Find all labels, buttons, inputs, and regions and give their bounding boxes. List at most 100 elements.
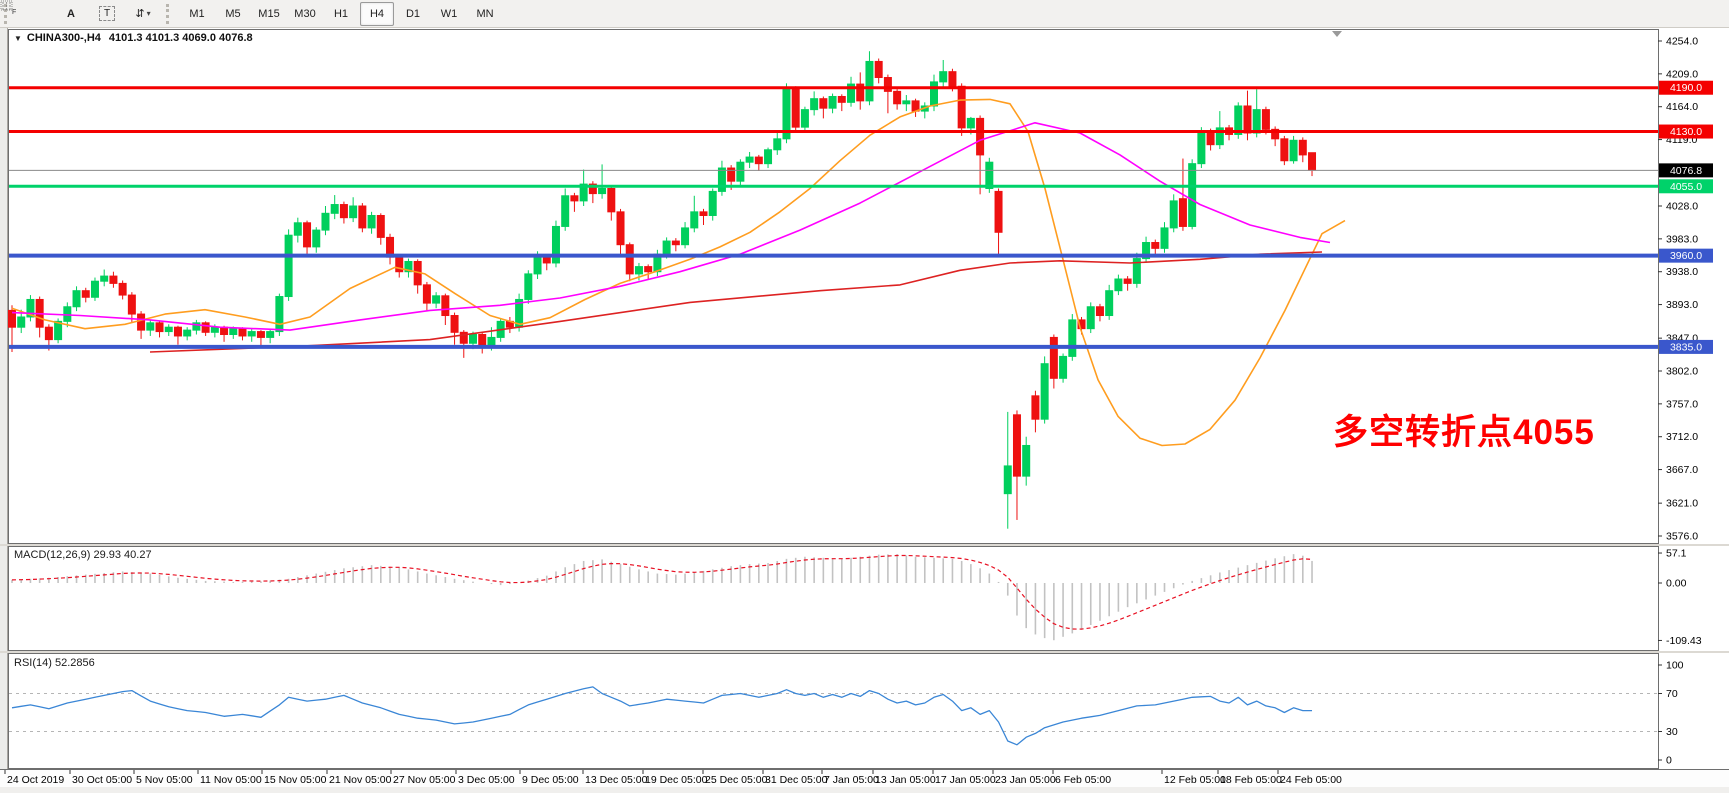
candle-body	[533, 256, 542, 275]
panel-splitter[interactable]	[0, 544, 1729, 546]
candle-body	[1022, 444, 1031, 477]
candle-body	[708, 190, 717, 216]
candle-body	[155, 322, 164, 333]
candle-body	[173, 326, 182, 337]
candle-body	[1031, 395, 1040, 420]
candle-body	[625, 244, 634, 275]
candle-body	[137, 313, 146, 331]
timeframe-mn[interactable]: MN	[476, 7, 494, 20]
candle-body	[44, 326, 53, 341]
candle-body	[238, 328, 247, 337]
price-tag-4190.0: 4190.0	[1659, 80, 1713, 95]
timeframe-m5[interactable]: M5	[225, 7, 241, 20]
date-tick-label: 15 Nov 05:00	[264, 774, 327, 786]
rsi-indicator-label: RSI(14) 52.2856	[14, 657, 95, 669]
price-tick-label: 4028.0	[1666, 201, 1698, 213]
candle-body	[349, 205, 358, 219]
symbol-period-label: CHINA300-,H4	[26, 32, 101, 44]
price-tick-label: 4209.0	[1666, 68, 1698, 80]
candle-body	[810, 98, 819, 111]
candle-body	[478, 334, 487, 346]
candle-body	[330, 204, 339, 214]
macd-panel[interactable]	[8, 546, 1659, 651]
candle-body	[717, 167, 726, 192]
timeframe-m1[interactable]: M1	[189, 7, 205, 20]
timeframe-h1[interactable]: H1	[333, 7, 349, 20]
timeframe-w1[interactable]: W1	[440, 7, 458, 20]
candle-body	[303, 222, 312, 248]
toolbar: F A T ⇵ ▾ M1 M5 M15 M30 H1 H4 D1 W1 MN	[0, 0, 1729, 28]
macd-tick-label: 0.00	[1666, 578, 1687, 590]
candle-body	[1271, 128, 1280, 140]
main-panel[interactable]	[8, 29, 1659, 544]
date-tick-label: 27 Nov 05:00	[393, 774, 456, 786]
toolbar-gripper[interactable]	[4, 3, 12, 24]
candle-body	[1178, 198, 1187, 227]
toolbar-sort-tool[interactable]: ⇵ ▾	[126, 2, 160, 26]
candle-body	[957, 85, 966, 129]
candle-body	[893, 90, 902, 105]
candle-body	[1308, 152, 1317, 171]
rsi-tick-label: 100	[1666, 660, 1684, 672]
date-tick-label: 24 Oct 2019	[7, 774, 64, 786]
candle-body	[1059, 355, 1068, 379]
candle-body	[275, 296, 284, 333]
candle-body	[1197, 131, 1206, 165]
rsi-line	[11, 686, 1313, 746]
price-tag-4055.0: 4055.0	[1659, 179, 1713, 194]
date-tick-label: 19 Dec 05:00	[645, 774, 708, 786]
candle-body	[994, 190, 1003, 233]
candle-body	[847, 83, 856, 103]
candle-body	[376, 214, 385, 238]
candle-body	[727, 167, 736, 182]
price-tag-3835.0: 3835.0	[1659, 339, 1713, 354]
candle-body	[764, 149, 773, 165]
candle-body	[754, 156, 763, 165]
candle-body	[1206, 131, 1215, 146]
panel-splitter[interactable]	[0, 651, 1729, 653]
candle-body	[561, 195, 570, 227]
candle-body	[1132, 258, 1141, 284]
macd-indicator-label: MACD(12,26,9) 29.93 40.27	[14, 549, 152, 561]
timeframe-d1[interactable]: D1	[405, 7, 421, 20]
candle-body	[819, 98, 828, 109]
rsi-tick-label: 0	[1666, 755, 1672, 767]
price-tick-label: 3893.0	[1666, 299, 1698, 311]
toolbar-grid-tool[interactable]: F	[0, 0, 52, 26]
candle-body	[1280, 138, 1289, 162]
date-tick-label: 17 Jan 05:00	[935, 774, 996, 786]
timeframe-h4[interactable]: H4	[360, 1, 394, 26]
candle-body	[1252, 109, 1261, 134]
date-tick-label: 3 Dec 05:00	[458, 774, 515, 786]
candle-body	[146, 322, 155, 331]
date-tick-label: 13 Dec 05:00	[585, 774, 648, 786]
timeframe-m30[interactable]: M30	[294, 7, 316, 20]
date-tick-label: 23 Jan 05:00	[995, 774, 1056, 786]
macd-plot	[11, 554, 1313, 641]
candle-body	[856, 83, 865, 102]
price-tag-3960.0: 3960.0	[1659, 248, 1713, 263]
candle-body	[791, 88, 800, 128]
cursor-icon: A	[67, 7, 75, 20]
timeframe-m15[interactable]: M15	[258, 7, 280, 20]
toolbar-gripper[interactable]	[166, 3, 174, 24]
candle-body	[100, 275, 109, 282]
toolbar-arrow-tool[interactable]: A	[54, 2, 88, 26]
price-tick-label: 3576.0	[1666, 531, 1698, 543]
price-axis[interactable]: 4254.04209.04164.04119.04028.03983.03938…	[1658, 36, 1713, 767]
svg-text:4130.0: 4130.0	[1670, 126, 1702, 138]
candle-body	[939, 71, 948, 83]
rsi-panel[interactable]	[8, 653, 1659, 769]
candle-body	[26, 298, 35, 318]
price-tick-label: 3938.0	[1666, 266, 1698, 278]
candle-body	[1142, 242, 1151, 260]
candle-body	[671, 240, 680, 246]
scroll-marker-icon[interactable]	[1332, 31, 1342, 37]
date-axis[interactable]: 24 Oct 2019 30 Oct 05:00 5 Nov 05:00 11 Nov…	[0, 769, 1729, 793]
toolbar-text-tool[interactable]: T	[90, 2, 124, 26]
price-tick-label: 3757.0	[1666, 398, 1698, 410]
chart-menu-icon[interactable]: ▼	[14, 34, 22, 43]
candle-body	[1188, 163, 1197, 227]
candle-body	[284, 234, 293, 298]
